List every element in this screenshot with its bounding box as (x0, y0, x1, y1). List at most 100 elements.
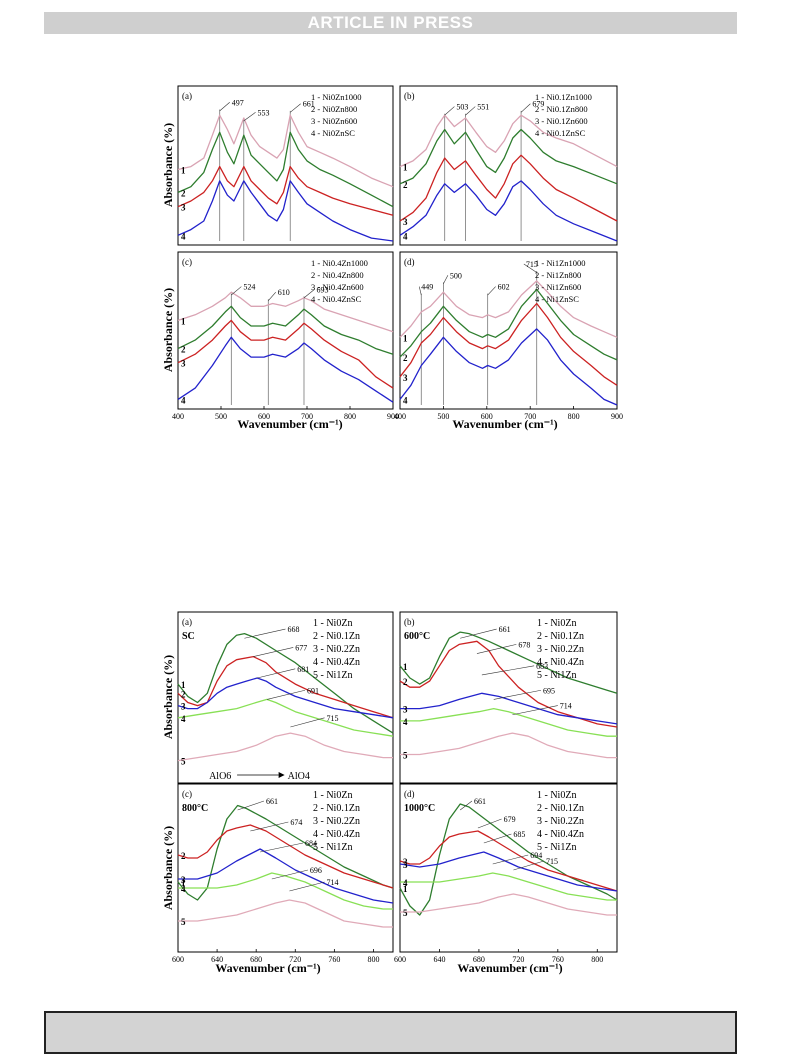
chart-panel-6: 1 2 3 4 5 661 678 683 695 714 (b) 600°C 1 - Ni0Zn 2 -… (399, 611, 618, 784)
series-line-2 (399, 288, 618, 361)
peak-label: 695 (543, 686, 555, 695)
legend-entry: 1 - Ni1Zn1000 (535, 258, 586, 268)
legend-entry: 1 - Ni0Zn (313, 618, 352, 629)
series-label: 3 (181, 203, 186, 213)
peak-label: 661 (303, 100, 315, 109)
series-label: 4 (181, 884, 186, 894)
x-tick-label: 800 (367, 955, 379, 964)
legend-entry: 3 - Ni0.2Zn (537, 644, 584, 655)
fig1-xlabel-right: Wavenumber (cm⁻¹) (452, 417, 557, 431)
panel-letter: (b) (404, 617, 415, 627)
chart-panel-7: 1 2 34 5 661 674 684 696 714 (c) 800°C 1 - Ni0Zn 2 -… (177, 783, 394, 953)
series-line-4 (178, 872, 393, 910)
series-label: 1 (403, 884, 408, 894)
x-tick-label: 600 (481, 412, 493, 421)
series-label: 4 (181, 714, 186, 724)
peak-label: 661 (266, 797, 278, 806)
legend-entry: 4 - Ni0.4Zn (313, 657, 360, 668)
legend-entry: 3 - Ni0.2Zn (313, 816, 360, 827)
series-label: 2 (403, 353, 408, 363)
chart-panel-1: 1 2 3 4 497 553 661 (a) 1 - Ni0Zn1000 2 - Ni0Zn80… (177, 85, 394, 246)
series-label: 5 (403, 751, 408, 761)
peak-label: 668 (287, 625, 299, 634)
plot-frame (177, 251, 394, 410)
peak-label: 691 (307, 686, 319, 695)
chart-panel-5: 12 3 4 5 668 677 681 691 715 (a) SC 1 - Ni0Zn 2 - Ni… (177, 611, 394, 784)
peak-label: 696 (310, 866, 322, 875)
peak-pointer (418, 286, 422, 296)
series-label: 3 (403, 217, 408, 227)
x-tick-label: 600 (258, 412, 270, 421)
peak-pointer (512, 705, 558, 716)
plot-frame (399, 85, 618, 246)
series-label: 1 (403, 163, 408, 173)
x-tick-label: 720 (289, 955, 301, 964)
legend-entry: 4 - Ni0ZnSC (311, 128, 355, 138)
peak-label: 714 (327, 878, 339, 887)
series-label: 1 (403, 333, 408, 343)
peak-label: 715 (327, 714, 339, 723)
plot-frame (399, 611, 618, 784)
fig2-xlabel-left: Wavenumber (cm⁻¹) (215, 961, 320, 975)
peak-label: 524 (243, 283, 255, 292)
peak-label: 684 (305, 839, 317, 848)
peak-pointer (493, 689, 542, 700)
plot-frame (177, 85, 394, 246)
series-line-5 (177, 732, 393, 762)
fig1-ylabel-bottom: Absorbance (%) (161, 288, 175, 372)
plot-frame (177, 611, 394, 784)
peak-label: 714 (560, 702, 572, 711)
legend-entry: 1 - Ni0.1Zn1000 (535, 92, 592, 102)
fig2-ylabel-bottom: Absorbance (%) (161, 826, 175, 910)
legend-entry: 2 - Ni0.1Zn800 (535, 104, 588, 114)
legend-entry: 3 - Ni0Zn600 (311, 116, 357, 126)
peak-pointer (460, 628, 497, 639)
peak-pointer (483, 833, 512, 844)
peak-pointer (444, 106, 455, 116)
legend-entry: 1 - Ni0Zn1000 (311, 92, 362, 102)
peak-label: 610 (278, 288, 290, 297)
x-tick-label: 400 (172, 412, 184, 421)
peak-label: 500 (450, 271, 462, 280)
peak-pointer (465, 106, 476, 116)
series-label: 2 (181, 851, 186, 861)
series-label: 3 (181, 875, 186, 885)
x-tick-label: 640 (433, 955, 445, 964)
series-label: 4 (403, 717, 408, 727)
peak-label: 661 (474, 797, 486, 806)
peak-label: 679 (504, 815, 516, 824)
peak-pointer (481, 665, 535, 676)
alo6-label: AlO6 (209, 771, 231, 782)
series-label: 5 (181, 757, 186, 767)
series-label: 4 (181, 231, 186, 241)
series-line-1 (399, 114, 618, 168)
series-label: 4 (403, 878, 408, 888)
plot-frame (177, 783, 394, 953)
series-label: 4 (403, 231, 408, 241)
panel-title: 800°C (182, 803, 208, 814)
panel-title: 600°C (404, 631, 430, 642)
series-label: 3 (403, 860, 408, 870)
peak-pointer (492, 854, 529, 865)
peak-label: 602 (498, 283, 510, 292)
peak-pointer (290, 103, 301, 113)
series-line-2 (177, 655, 394, 719)
series-label: 3 (181, 702, 186, 712)
peak-label: 715 (546, 857, 558, 866)
fig1-ylabel-top: Absorbance (%) (161, 123, 175, 207)
series-line-4 (399, 180, 618, 242)
series-label: 3 (181, 359, 186, 369)
legend-entry: 2 - Ni0.1Zn (537, 631, 584, 642)
legend-entry: 4 - Ni0.4ZnSC (311, 294, 362, 304)
series-line-3 (399, 851, 618, 892)
series-line-3 (177, 165, 394, 216)
series-label: 2 (403, 180, 408, 190)
peak-label: 683 (536, 662, 548, 671)
series-line-2 (399, 830, 618, 892)
peak-label: 449 (421, 283, 433, 292)
x-tick-label: 700 (301, 412, 313, 421)
series-line-1 (399, 280, 618, 338)
series-label: 5 (403, 908, 408, 918)
legend-entry: 1 - Ni0Zn (537, 790, 576, 801)
series-label: 2 (181, 188, 186, 198)
